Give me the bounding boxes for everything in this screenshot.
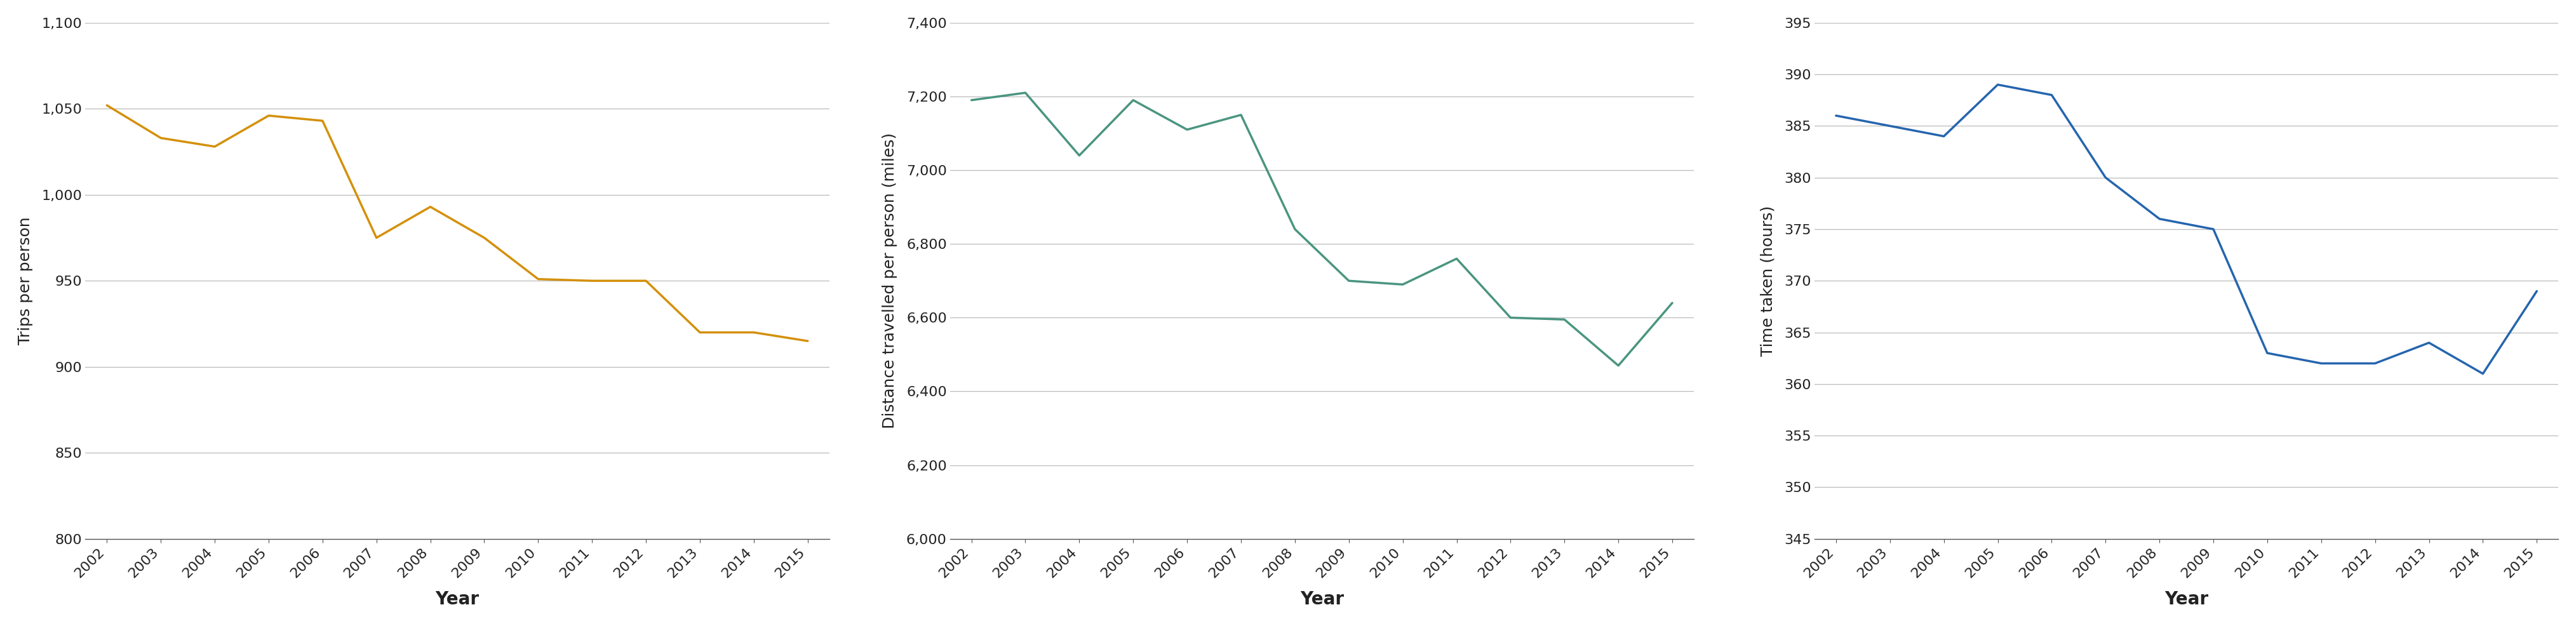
X-axis label: Year: Year	[2164, 590, 2208, 608]
Y-axis label: Distance travelled per person (miles): Distance travelled per person (miles)	[881, 133, 896, 429]
X-axis label: Year: Year	[435, 590, 479, 608]
X-axis label: Year: Year	[1301, 590, 1345, 608]
Y-axis label: Trips per person: Trips per person	[18, 217, 33, 345]
Y-axis label: Time taken (hours): Time taken (hours)	[1759, 205, 1775, 356]
